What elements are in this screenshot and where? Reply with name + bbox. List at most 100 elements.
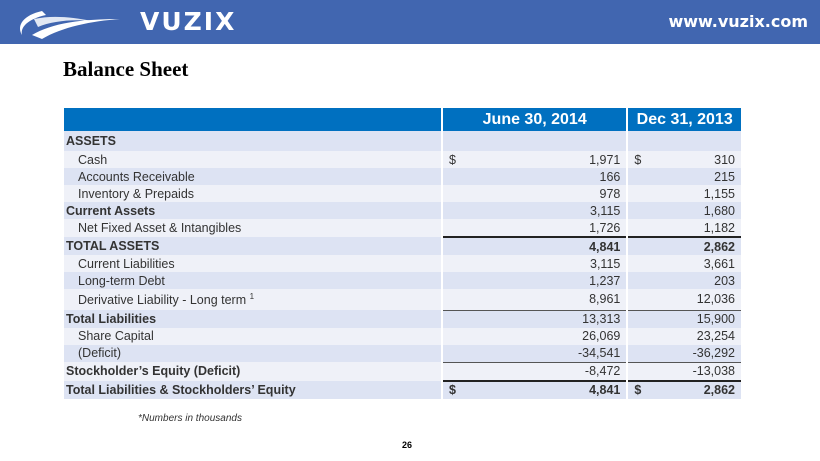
row-label: Current Liabilities [64, 255, 442, 272]
table-row: Net Fixed Asset & Intangibles 1,726 1,182 [64, 219, 741, 237]
currency-symbol: $ [626, 379, 649, 399]
table-header-row: June 30, 2014 Dec 31, 2013 [64, 108, 741, 131]
currency-symbol [441, 361, 463, 381]
currency-symbol: $ [441, 151, 463, 168]
row-label: ASSETS [64, 131, 442, 151]
value-dec-2013: 215 [648, 168, 741, 185]
value-dec-2013: -36,292 [648, 344, 741, 362]
currency-symbol [626, 289, 649, 310]
row-label-text: Inventory & Prepaids [78, 186, 195, 201]
value-june-2014: 166 [463, 168, 628, 185]
row-label-text: (Deficit) [78, 346, 122, 361]
currency-symbol [626, 327, 649, 345]
page-number: 26 [402, 440, 413, 450]
value-june-2014: 1,726 [463, 219, 628, 237]
table-row: Long-term Debt 1,237 203 [64, 272, 741, 289]
value-june-2014: 3,115 [463, 255, 628, 272]
currency-symbol [626, 361, 649, 381]
value-june-2014: 1,237 [463, 272, 628, 289]
table-row: Share Capital 26,069 23,254 [64, 327, 741, 345]
row-label: (Deficit) [64, 344, 442, 362]
value-dec-2013: 12,036 [648, 289, 741, 310]
value-dec-2013: 1,182 [648, 219, 741, 237]
row-label-text: Net Fixed Asset & Intangibles [78, 221, 242, 235]
value-dec-2013: 2,862 [648, 236, 741, 255]
brand-name: VUZIX [140, 7, 237, 36]
column-header: June 30, 2014 [440, 108, 628, 131]
value-dec-2013: 1,155 [648, 185, 741, 202]
row-label-text: Derivative Liability - Long term [78, 293, 247, 308]
row-label-text: Current Assets [66, 203, 156, 218]
value-june-2014: -8,472 [463, 361, 628, 381]
row-label-text: Total Liabilities [66, 311, 157, 326]
row-label: Total Liabilities [64, 310, 442, 328]
table-row: ASSETS [64, 131, 741, 151]
row-label: Net Fixed Asset & Intangibles [64, 219, 442, 237]
table-row: Derivative Liability - Long term 1 8,961 1… [64, 289, 741, 310]
currency-symbol [441, 309, 463, 328]
footnote-marker: 1 [249, 291, 255, 301]
currency-symbol [441, 131, 463, 151]
table-row: Cash $1,971 $310 [64, 151, 741, 168]
value-june-2014 [463, 131, 628, 151]
value-june-2014: -34,541 [463, 344, 628, 362]
row-label-text: Total Liabilities & Stockholders’ Equity [66, 382, 296, 397]
row-label: Inventory & Prepaids [64, 185, 442, 202]
table-row: Stockholder’s Equity (Deficit) -8,472 -13,… [64, 361, 741, 381]
value-june-2014: 8,961 [463, 289, 628, 310]
value-june-2014: 4,841 [463, 379, 628, 399]
table-row: Total Liabilities 13,313 15,900 [64, 309, 741, 328]
row-label: Current Assets [64, 202, 442, 219]
row-label: Cash [64, 151, 442, 168]
row-label-text: Current Liabilities [78, 256, 175, 271]
row-label-text: Long-term Debt [78, 273, 165, 288]
currency-symbol [626, 309, 649, 328]
currency-symbol [626, 185, 649, 202]
value-june-2014: 3,115 [463, 202, 628, 219]
table-row: Inventory & Prepaids 978 1,155 [64, 185, 741, 202]
currency-symbol [441, 168, 463, 185]
row-label-text: TOTAL ASSETS [66, 239, 160, 253]
currency-symbol [626, 255, 649, 272]
row-label: TOTAL ASSETS [64, 237, 442, 255]
value-june-2014: 13,313 [463, 309, 628, 328]
value-dec-2013: 1,680 [648, 202, 741, 219]
currency-symbol [441, 344, 463, 362]
currency-symbol [441, 202, 463, 219]
value-dec-2013 [648, 131, 741, 151]
currency-symbol [441, 289, 463, 310]
currency-symbol [626, 168, 649, 185]
currency-symbol [441, 185, 463, 202]
value-dec-2013: 23,254 [648, 327, 741, 345]
row-label: Derivative Liability - Long term 1 [64, 289, 442, 310]
currency-symbol [626, 344, 649, 362]
value-dec-2013: 203 [648, 272, 741, 289]
currency-symbol [441, 219, 463, 237]
page-title: Balance Sheet [63, 57, 189, 81]
value-dec-2013: -13,038 [648, 361, 741, 381]
value-dec-2013: 310 [648, 151, 741, 168]
row-label-text: ASSETS [66, 134, 117, 148]
value-june-2014: 26,069 [463, 327, 628, 345]
table-row: Accounts Receivable 166 215 [64, 168, 741, 185]
table-row: Current Assets 3,115 1,680 [64, 202, 741, 219]
currency-symbol [441, 272, 463, 289]
value-june-2014: 978 [463, 185, 628, 202]
row-label: Stockholder’s Equity (Deficit) [64, 362, 442, 381]
header-banner: VUZIX www.vuzix.com [0, 0, 820, 44]
currency-symbol: $ [626, 151, 649, 168]
table-row: Total Liabilities & Stockholders’ Equity… [64, 379, 741, 399]
table-row: (Deficit) -34,541 -36,292 [64, 344, 741, 362]
value-june-2014: 1,971 [463, 151, 628, 168]
currency-symbol [626, 272, 649, 289]
currency-symbol [441, 255, 463, 272]
row-label: Accounts Receivable [64, 168, 442, 185]
row-label-text: Accounts Receivable [78, 169, 195, 184]
row-label-text: Stockholder’s Equity (Deficit) [66, 364, 241, 379]
value-dec-2013: 3,661 [648, 255, 741, 272]
footnote: *Numbers in thousands [138, 413, 242, 424]
website-url: www.vuzix.com [668, 12, 808, 31]
value-dec-2013: 15,900 [648, 309, 741, 328]
value-june-2014: 4,841 [463, 236, 628, 255]
row-label-text: Cash [78, 152, 108, 167]
